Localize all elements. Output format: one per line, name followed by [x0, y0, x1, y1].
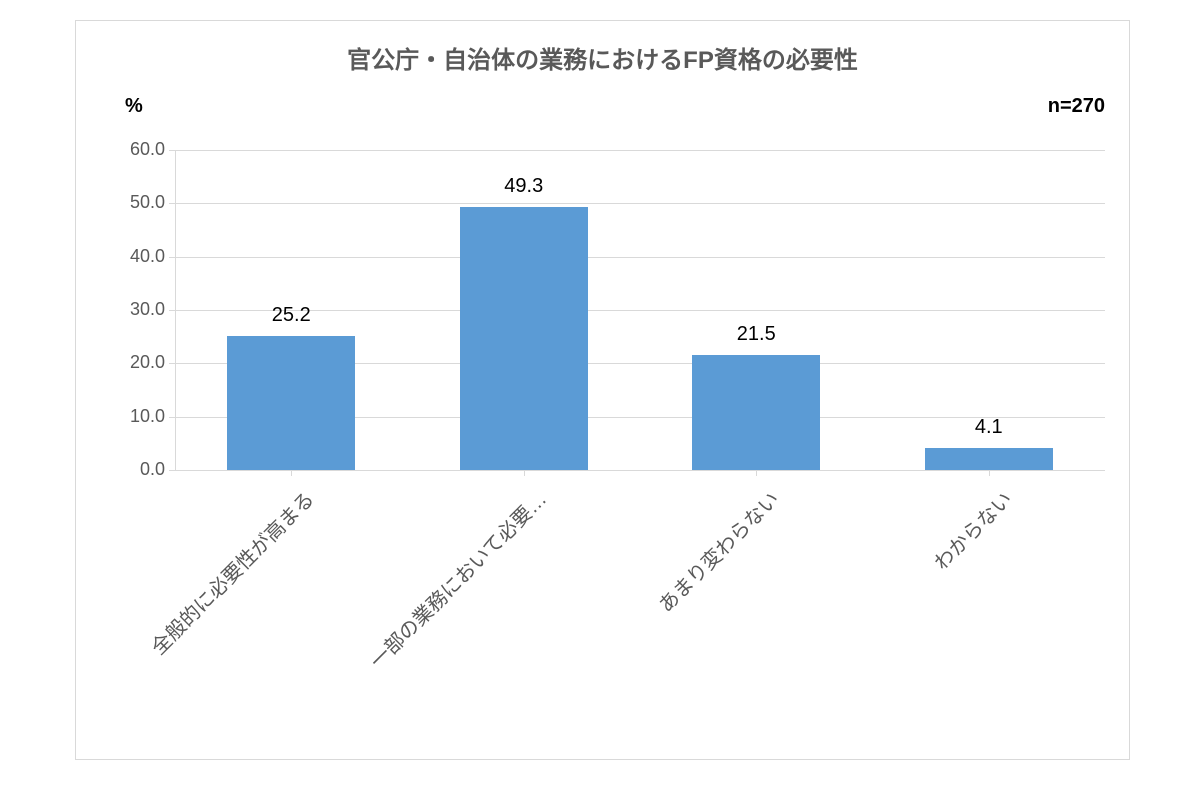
ytick-label: 0.0 [110, 459, 165, 480]
sample-size-label: n=270 [1048, 95, 1105, 118]
bar-value-label: 49.3 [408, 175, 641, 198]
ytick-label: 20.0 [110, 352, 165, 373]
ytick-label: 10.0 [110, 406, 165, 427]
bar [460, 207, 588, 470]
bar-value-label: 25.2 [175, 304, 408, 327]
gridline [175, 257, 1105, 258]
bar [227, 336, 355, 470]
bar [925, 448, 1053, 470]
gridline [175, 150, 1105, 151]
ytick-label: 50.0 [110, 192, 165, 213]
bar [692, 355, 820, 470]
bar-value-label: 21.5 [640, 323, 873, 346]
ytick-label: 30.0 [110, 299, 165, 320]
xtick-mark [291, 470, 292, 476]
xtick-mark [756, 470, 757, 476]
xtick-mark [989, 470, 990, 476]
y-unit-label: % [125, 95, 143, 118]
gridline [175, 203, 1105, 204]
xtick-mark [524, 470, 525, 476]
bar-value-label: 4.1 [873, 416, 1106, 439]
ytick-label: 60.0 [110, 139, 165, 160]
chart-title: 官公庁・自治体の業務におけるFP資格の必要性 [75, 40, 1130, 75]
ytick-label: 40.0 [110, 246, 165, 267]
x-axis [175, 470, 1105, 471]
